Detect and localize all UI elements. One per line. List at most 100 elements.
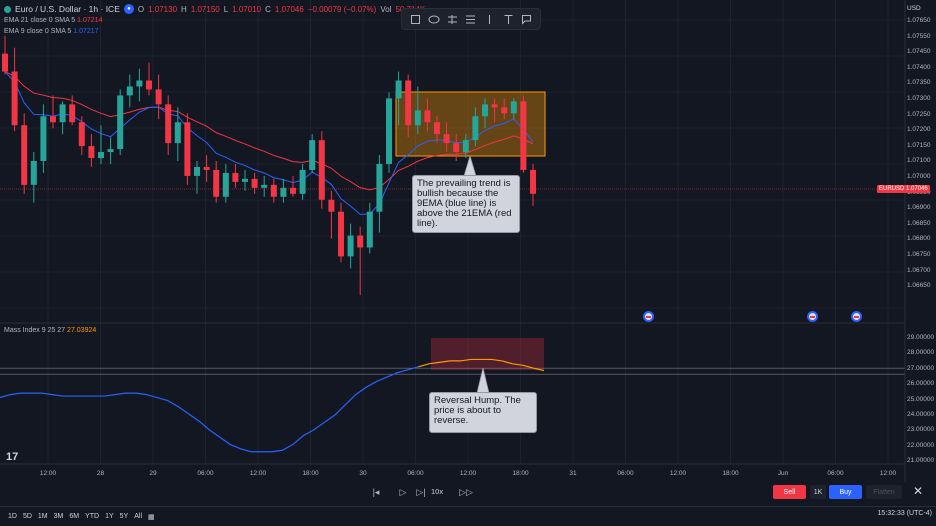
range-3m[interactable]: 3M	[53, 513, 64, 520]
ema9-legend[interactable]: EMA 9 close 0 SMA 5 1.07217	[4, 28, 99, 35]
jump-back-icon[interactable]: |◂	[372, 486, 380, 497]
rectangle-tool-icon[interactable]	[408, 12, 422, 26]
economic-event-icon[interactable]	[643, 311, 654, 322]
candle-body[interactable]	[376, 163, 383, 212]
economic-event-icon[interactable]	[851, 311, 862, 322]
sell-button[interactable]: Sell	[773, 485, 806, 499]
candle-body[interactable]	[11, 71, 18, 126]
reversal-callout[interactable]: Reversal Hump. The price is about to rev…	[429, 392, 537, 433]
candle-body[interactable]	[270, 184, 277, 197]
text-tool-icon[interactable]	[501, 12, 515, 26]
candle-body[interactable]	[462, 140, 469, 153]
candle-body[interactable]	[491, 104, 498, 108]
range-1d[interactable]: 1D	[8, 513, 17, 520]
mass-index-line-recent[interactable]	[418, 358, 545, 372]
range-ytd[interactable]: YTD	[85, 513, 100, 520]
candle-body[interactable]	[165, 104, 172, 144]
buy-button[interactable]: Buy	[829, 485, 862, 499]
ohlc-legend[interactable]: Euro / U.S. Dollar · 1h · ICE ● O 1.07130…	[4, 4, 425, 14]
candle-body[interactable]	[510, 101, 517, 114]
trend-highlight-box[interactable]	[395, 91, 546, 157]
candle-body[interactable]	[251, 178, 258, 188]
candle-body[interactable]	[530, 169, 536, 194]
ellipse-tool-icon[interactable]	[427, 12, 441, 26]
candle-body[interactable]	[309, 140, 316, 170]
candle-body[interactable]	[280, 187, 287, 197]
candle-body[interactable]	[424, 110, 431, 123]
quantity-field[interactable]: 1K	[810, 485, 826, 499]
candle-body[interactable]	[136, 80, 143, 87]
candle-body[interactable]	[88, 146, 95, 159]
play-icon[interactable]: ▷	[399, 486, 407, 497]
candle-body[interactable]	[328, 199, 335, 212]
reversal-highlight-box[interactable]	[431, 338, 544, 370]
range-all[interactable]: All	[134, 513, 143, 520]
candle-body[interactable]	[242, 178, 248, 182]
currency-label[interactable]: USD	[907, 5, 921, 12]
candle-body[interactable]	[472, 116, 479, 141]
live-icon[interactable]: ●	[123, 4, 134, 14]
flatten-button[interactable]: Flatten	[866, 485, 902, 499]
candle-body[interactable]	[30, 161, 37, 185]
candle-body[interactable]	[194, 166, 200, 176]
comment-tool-icon[interactable]	[520, 12, 534, 26]
range-1m[interactable]: 1M	[37, 513, 48, 520]
economic-event-icon[interactable]	[807, 311, 818, 322]
trend-callout[interactable]: The prevailing trend is bullish because …	[412, 175, 520, 233]
step-forward-icon[interactable]: ▷|	[416, 486, 426, 497]
candle-body[interactable]	[434, 122, 440, 135]
candle-body[interactable]	[50, 116, 56, 123]
calendar-icon[interactable]: ▦	[148, 513, 155, 521]
candle-body[interactable]	[146, 80, 152, 90]
clock[interactable]: 15:32:33 (UTC-4)	[877, 510, 932, 517]
candle-body[interactable]	[443, 134, 450, 144]
range-6m[interactable]: 6M	[69, 513, 80, 520]
candle-body[interactable]	[98, 152, 104, 159]
candle-body[interactable]	[261, 184, 268, 188]
candle-body[interactable]	[21, 125, 28, 185]
candle-body[interactable]	[184, 122, 191, 176]
candle-body[interactable]	[405, 80, 412, 126]
chart-canvas[interactable]	[0, 0, 936, 482]
mass-index-legend[interactable]: Mass Index 9 25 27 27.03924	[4, 327, 96, 334]
candle-body[interactable]	[482, 104, 488, 117]
candle-body[interactable]	[155, 89, 162, 105]
jump-end-icon[interactable]: ▷▷	[459, 486, 473, 497]
ema21-line[interactable]	[4, 71, 534, 191]
candle-body[interactable]	[174, 122, 181, 144]
candle-body[interactable]	[453, 143, 460, 153]
candle-body[interactable]	[40, 116, 47, 161]
candle-body[interactable]	[2, 53, 8, 72]
candle-body[interactable]	[203, 166, 210, 170]
candle-body[interactable]	[338, 211, 344, 257]
symbol-title[interactable]: Euro / U.S. Dollar · 1h · ICE	[15, 4, 120, 14]
close-icon[interactable]: ✕	[912, 484, 924, 498]
range-5y[interactable]: 5Y	[119, 513, 129, 520]
candle-body[interactable]	[290, 187, 296, 194]
candle-body[interactable]	[299, 169, 306, 194]
candle-body[interactable]	[69, 104, 76, 123]
ema21-legend[interactable]: EMA 21 close 0 SMA 5 1.07214	[4, 17, 102, 24]
vertical-line-tool-icon[interactable]	[483, 12, 497, 26]
candle-body[interactable]	[366, 211, 373, 248]
candle-body[interactable]	[232, 172, 239, 182]
candle-body[interactable]	[222, 172, 229, 197]
candle-body[interactable]	[386, 98, 392, 164]
candle-body[interactable]	[117, 95, 124, 150]
candle-body[interactable]	[395, 80, 402, 99]
candle-body[interactable]	[357, 235, 364, 248]
candle-body[interactable]	[501, 107, 508, 114]
candle-body[interactable]	[318, 140, 325, 200]
candle-body[interactable]	[347, 235, 354, 257]
range-1y[interactable]: 1Y	[105, 513, 114, 520]
candle-body[interactable]	[520, 101, 527, 170]
candle-body[interactable]	[126, 86, 133, 96]
tradingview-logo[interactable]: 17	[6, 451, 19, 463]
range-5d[interactable]: 5D	[22, 513, 32, 520]
mass-index-line[interactable]	[0, 366, 419, 453]
candle-body[interactable]	[78, 122, 85, 147]
path-tool-icon[interactable]	[445, 12, 459, 26]
candle-body[interactable]	[414, 110, 421, 126]
candle-body[interactable]	[213, 169, 220, 197]
candle-body[interactable]	[107, 149, 114, 153]
